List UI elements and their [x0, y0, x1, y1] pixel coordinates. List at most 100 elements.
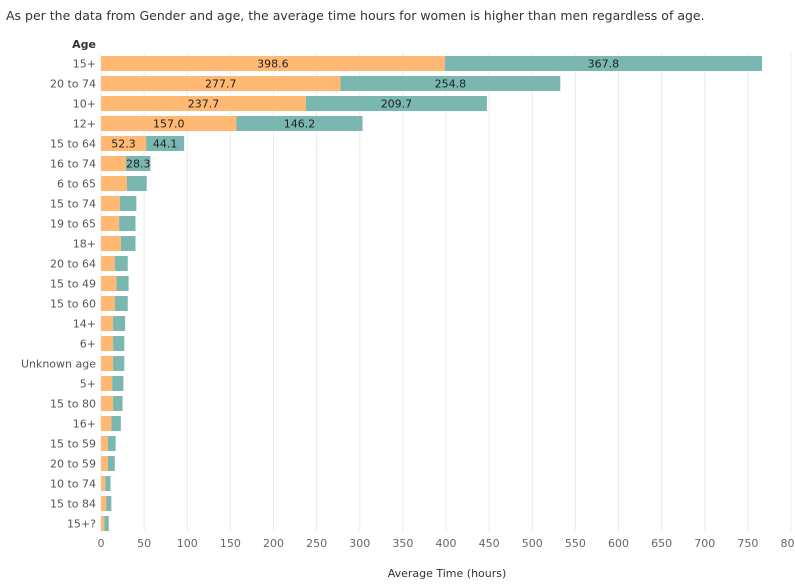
bar-segment-teal [105, 476, 111, 491]
bar-segment-teal [120, 236, 136, 251]
category-label: 14+ [73, 318, 96, 331]
bar-segment-orange [101, 236, 121, 251]
category-label: Unknown age [21, 358, 96, 371]
data-label: 44.1 [153, 138, 178, 151]
bar-segment-orange [101, 416, 112, 431]
bar-segment-orange [101, 276, 117, 291]
bar-segment-teal [116, 276, 129, 291]
bar-segment-orange [101, 476, 106, 491]
x-tick-label: 650 [651, 537, 672, 550]
bar-segment-teal [306, 96, 487, 111]
data-label: 367.8 [588, 58, 620, 71]
category-label: 20 to 59 [50, 458, 96, 471]
bar-segment-orange [101, 96, 307, 111]
category-label: 16 to 74 [50, 158, 96, 171]
bar-segment-orange [101, 296, 115, 311]
bar-segment-orange [101, 196, 120, 211]
category-label: 12+ [73, 118, 96, 131]
category-label: 6+ [80, 338, 96, 351]
category-label: 15 to 60 [50, 298, 96, 311]
category-label: 10+ [73, 98, 96, 111]
bar-segment-teal [340, 76, 561, 91]
x-tick-label: 250 [306, 537, 327, 550]
category-label: 15 to 74 [50, 198, 96, 211]
data-label: 398.6 [257, 58, 289, 71]
category-label: 15 to 59 [50, 438, 96, 451]
data-label: 254.8 [435, 78, 467, 91]
bar-segment-orange [101, 516, 105, 531]
data-label: 209.7 [381, 98, 413, 111]
bar-segment-orange [101, 76, 341, 91]
x-tick-label: 600 [608, 537, 629, 550]
bar-segment-orange [101, 136, 147, 151]
x-tick-label: 700 [694, 537, 715, 550]
bar-segment-teal [106, 496, 112, 511]
category-label: 18+ [73, 238, 96, 251]
x-tick-label: 800 [781, 537, 795, 550]
x-tick-label: 200 [263, 537, 284, 550]
x-tick-label: 50 [137, 537, 151, 550]
bar-segment-teal [111, 416, 121, 431]
data-label: 146.2 [284, 118, 316, 131]
bar-segment-orange [101, 436, 108, 451]
category-label: 6 to 65 [57, 178, 96, 191]
bar-segment-orange [101, 256, 115, 271]
category-label: 15 to 80 [50, 398, 96, 411]
bar-segment-teal [113, 316, 126, 331]
data-label: 52.3 [111, 138, 136, 151]
bar-segment-orange [101, 396, 114, 411]
bar-segment-orange [101, 336, 114, 351]
category-label: 16+ [73, 418, 96, 431]
x-axis-title: Average Time (hours) [388, 567, 507, 580]
bar-segment-teal [114, 296, 128, 311]
bar-segment-teal [107, 456, 115, 471]
bar-segment-teal [236, 116, 363, 131]
x-tick-label: 0 [98, 537, 105, 550]
category-label: 20 to 64 [50, 258, 96, 271]
x-tick-label: 400 [436, 537, 457, 550]
bar-segment-teal [107, 436, 116, 451]
category-label: 10 to 74 [50, 478, 96, 491]
x-tick-label: 550 [565, 537, 586, 550]
bar-segment-orange [101, 56, 445, 71]
bar-segment-teal [104, 516, 109, 531]
category-label: 15 to 64 [50, 138, 96, 151]
bar-segment-teal [126, 156, 151, 171]
bar-segment-teal [119, 196, 137, 211]
bar-segment-orange [101, 176, 127, 191]
x-tick-label: 750 [737, 537, 758, 550]
bar-segment-teal [119, 216, 136, 231]
x-tick-label: 150 [220, 537, 241, 550]
data-label: 237.7 [188, 98, 220, 111]
x-tick-label: 300 [349, 537, 370, 550]
y-axis-title: Age [72, 38, 96, 51]
bar-segment-teal [113, 396, 123, 411]
category-label: 15 to 84 [50, 498, 96, 511]
data-label: 277.7 [205, 78, 237, 91]
bar-segment-teal [113, 356, 125, 371]
x-tick-label: 350 [392, 537, 413, 550]
category-label: 15+ [73, 58, 96, 71]
bar-segment-orange [101, 456, 108, 471]
x-tick-label: 450 [479, 537, 500, 550]
bar-segment-orange [101, 356, 114, 371]
chart-title: As per the data from Gender and age, the… [6, 8, 705, 23]
bar-segment-orange [101, 216, 120, 231]
category-label: 15 to 49 [50, 278, 96, 291]
bar-segment-teal [444, 56, 763, 71]
category-label: 20 to 74 [50, 78, 96, 91]
bar-segment-orange [101, 316, 114, 331]
bar-segment-orange [101, 116, 237, 131]
x-tick-label: 100 [177, 537, 198, 550]
data-label: 28.3 [126, 158, 151, 171]
x-tick-label: 500 [522, 537, 543, 550]
bar-segment-orange [101, 496, 107, 511]
bar-segment-teal [146, 136, 185, 151]
bar-segment-orange [101, 376, 113, 391]
category-label: 5+ [80, 378, 96, 391]
category-label: 15+? [67, 518, 96, 531]
category-label: 19 to 65 [50, 218, 96, 231]
bar-segment-teal [126, 176, 147, 191]
bar-segment-teal [114, 256, 128, 271]
